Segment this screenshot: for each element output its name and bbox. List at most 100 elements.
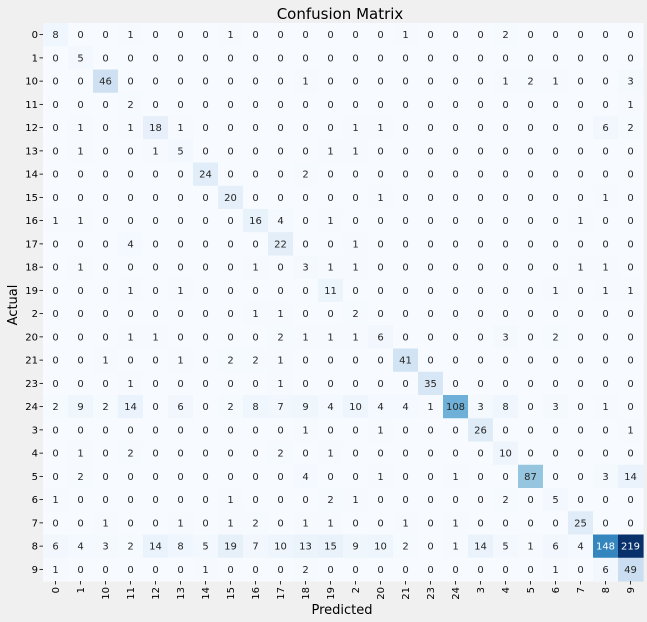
- heatmap-cell: [93, 46, 119, 71]
- cell-value-label: 0: [377, 565, 383, 576]
- heatmap-cell: [168, 139, 194, 164]
- cell-value-label: 0: [402, 309, 408, 320]
- heatmap-cell: [568, 185, 594, 210]
- cell-value-label: 4: [577, 542, 583, 553]
- cell-value-label: 0: [402, 425, 408, 436]
- cell-value-label: 0: [127, 565, 133, 576]
- cell-value-label: 0: [402, 495, 408, 506]
- heatmap-cell: [293, 162, 319, 187]
- cell-value-label: 0: [177, 379, 183, 390]
- cell-value-label: 26: [474, 425, 487, 436]
- heatmap-cell: [568, 348, 594, 373]
- cell-value-label: 0: [52, 286, 58, 297]
- cell-value-label: 0: [52, 77, 58, 88]
- cell-value-label: 1: [127, 30, 133, 41]
- heatmap-cell: [168, 209, 194, 233]
- heatmap-cell: [293, 23, 319, 47]
- x-axis-ticks: 0 1 10 11 12 13 14 15 16 17 18 19 2 20 21 23 24 3 4 5 6 7 8 9: [51, 581, 637, 600]
- heatmap-cell: [618, 69, 644, 94]
- cell-value-label: 0: [502, 216, 508, 227]
- heatmap-cell: [68, 325, 94, 350]
- heatmap-cell: [443, 92, 469, 117]
- heatmap-cell: [93, 534, 119, 559]
- cell-value-label: 0: [352, 449, 358, 460]
- cell-value-label: 1: [552, 286, 558, 297]
- heatmap-cell: [443, 185, 469, 210]
- cell-value-label: 0: [452, 263, 458, 274]
- heatmap-cell: [318, 511, 344, 536]
- cell-value-label: 1: [577, 216, 583, 227]
- heatmap-cell: [93, 395, 119, 419]
- heatmap-cell: [443, 162, 469, 187]
- heatmap-cell: [418, 488, 444, 512]
- heatmap-cell: [318, 23, 344, 47]
- heatmap-cell: [543, 23, 569, 47]
- heatmap-cell: [468, 185, 494, 210]
- cell-value-label: 0: [452, 239, 458, 250]
- heatmap-cell: [143, 534, 169, 559]
- cell-value-label: 0: [577, 100, 583, 111]
- heatmap-cell: [568, 511, 594, 536]
- cell-value-label: 1: [327, 518, 333, 529]
- heatmap-cell: [543, 511, 569, 536]
- cell-value-label: 0: [352, 77, 358, 88]
- cell-value-label: 0: [327, 100, 333, 111]
- heatmap-cell: [143, 278, 169, 303]
- cell-value-label: 0: [52, 123, 58, 134]
- cell-value-label: 0: [352, 518, 358, 529]
- heatmap-cell: [218, 395, 244, 419]
- cell-value-label: 0: [577, 30, 583, 41]
- heatmap-cell: [418, 232, 444, 257]
- heatmap-cell: [193, 464, 219, 489]
- heatmap-cell: [543, 255, 569, 280]
- heatmap-cell: [43, 302, 69, 326]
- heatmap-cell: [218, 557, 244, 582]
- heatmap-cell: [93, 116, 119, 140]
- cell-value-label: 0: [452, 77, 458, 88]
- cell-value-label: 1: [402, 518, 408, 529]
- heatmap-cell: [593, 302, 619, 326]
- heatmap-cell: [243, 534, 269, 559]
- heatmap-cell: [268, 139, 294, 164]
- heatmap-cell: [518, 116, 544, 140]
- cell-value-label: 0: [552, 53, 558, 64]
- cell-value-label: 0: [527, 402, 533, 413]
- heatmap-cell: [268, 302, 294, 326]
- heatmap-cell: [68, 162, 94, 187]
- heatmap-cell: [218, 139, 244, 164]
- cell-value-label: 0: [302, 216, 308, 227]
- heatmap-cell: [493, 46, 519, 71]
- cell-value-label: 0: [452, 146, 458, 157]
- cell-value-label: 0: [402, 472, 408, 483]
- cell-value-label: 0: [427, 100, 433, 111]
- heatmap-cell: [568, 418, 594, 443]
- cell-value-label: 2: [552, 332, 558, 343]
- cell-value-label: 1: [352, 263, 358, 274]
- cell-value-label: 4: [302, 472, 308, 483]
- cell-value-label: 0: [52, 309, 58, 320]
- heatmap-cell: [68, 441, 94, 466]
- heatmap-cell: [118, 92, 144, 117]
- cell-value-label: 14: [124, 402, 137, 413]
- heatmap-cell: [193, 325, 219, 350]
- heatmap-cell: [343, 278, 369, 303]
- cell-value-label: 0: [252, 123, 258, 134]
- cell-value-label: 0: [77, 239, 83, 250]
- cell-value-label: 0: [127, 263, 133, 274]
- heatmap-cell: [393, 534, 419, 559]
- cell-value-label: 0: [627, 449, 633, 460]
- heatmap-cell: [468, 534, 494, 559]
- heatmap-cell: [243, 209, 269, 233]
- heatmap-cell: [93, 348, 119, 373]
- cell-value-label: 0: [477, 170, 483, 181]
- cell-value-label: 0: [402, 146, 408, 157]
- cell-value-label: 0: [577, 77, 583, 88]
- cell-value-label: 219: [621, 542, 640, 553]
- heatmap-cell: [443, 534, 469, 559]
- cell-value-label: 14: [624, 472, 637, 483]
- heatmap-cell: [593, 185, 619, 210]
- x-tick-label: 1: [76, 587, 87, 593]
- heatmap-cell: [168, 116, 194, 140]
- y-tick-label: 14: [25, 170, 38, 181]
- heatmap-cell: [393, 255, 419, 280]
